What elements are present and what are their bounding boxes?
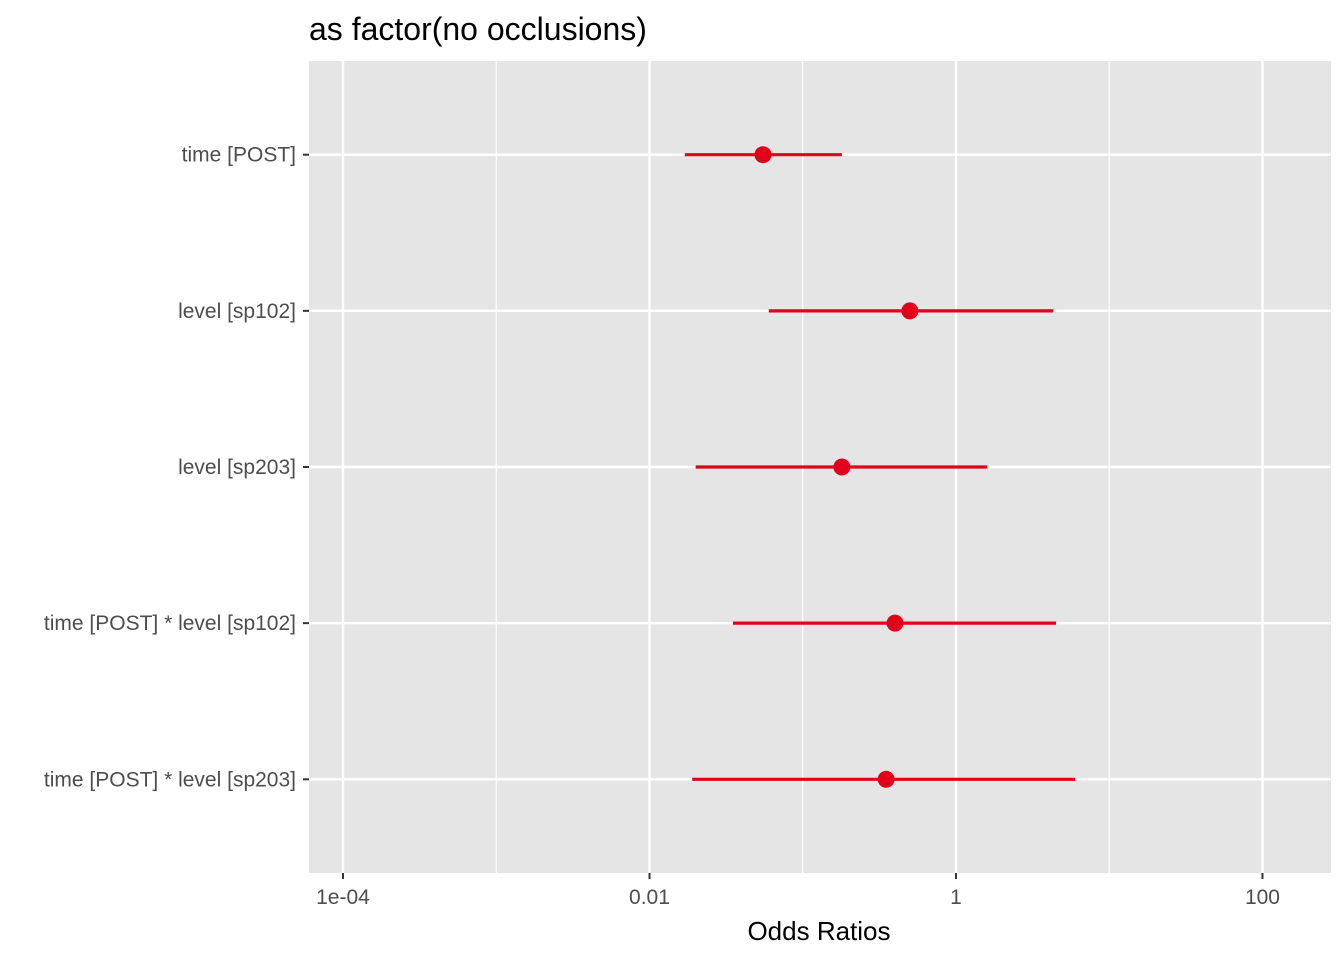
x-tick-label: 0.01 — [629, 886, 670, 909]
chart-title: as factor(no occlusions) — [309, 11, 647, 47]
x-axis-title: Odds Ratios — [747, 916, 890, 946]
x-axis: 1e-04 0.01 1 100 — [316, 873, 1280, 909]
y-tick-label: level [sp203] — [178, 456, 296, 479]
y-tick-label: time [POST] * level [sp203] — [44, 768, 296, 791]
x-tick-label: 100 — [1245, 886, 1280, 909]
y-tick-label: time [POST] * level [sp102] — [44, 612, 296, 635]
estimate-point — [901, 302, 919, 320]
x-tick-label: 1e-04 — [316, 886, 370, 909]
estimate-point — [754, 146, 772, 164]
y-tick-label: level [sp102] — [178, 300, 296, 323]
estimate-point — [886, 614, 904, 632]
y-tick-label: time [POST] — [182, 144, 296, 167]
estimate-point — [833, 458, 851, 476]
x-tick-label: 1 — [950, 886, 962, 909]
data-marks — [684, 146, 1076, 788]
estimate-point — [877, 770, 895, 788]
y-axis: time [POST] level [sp102] level [sp203] tim… — [44, 144, 309, 791]
